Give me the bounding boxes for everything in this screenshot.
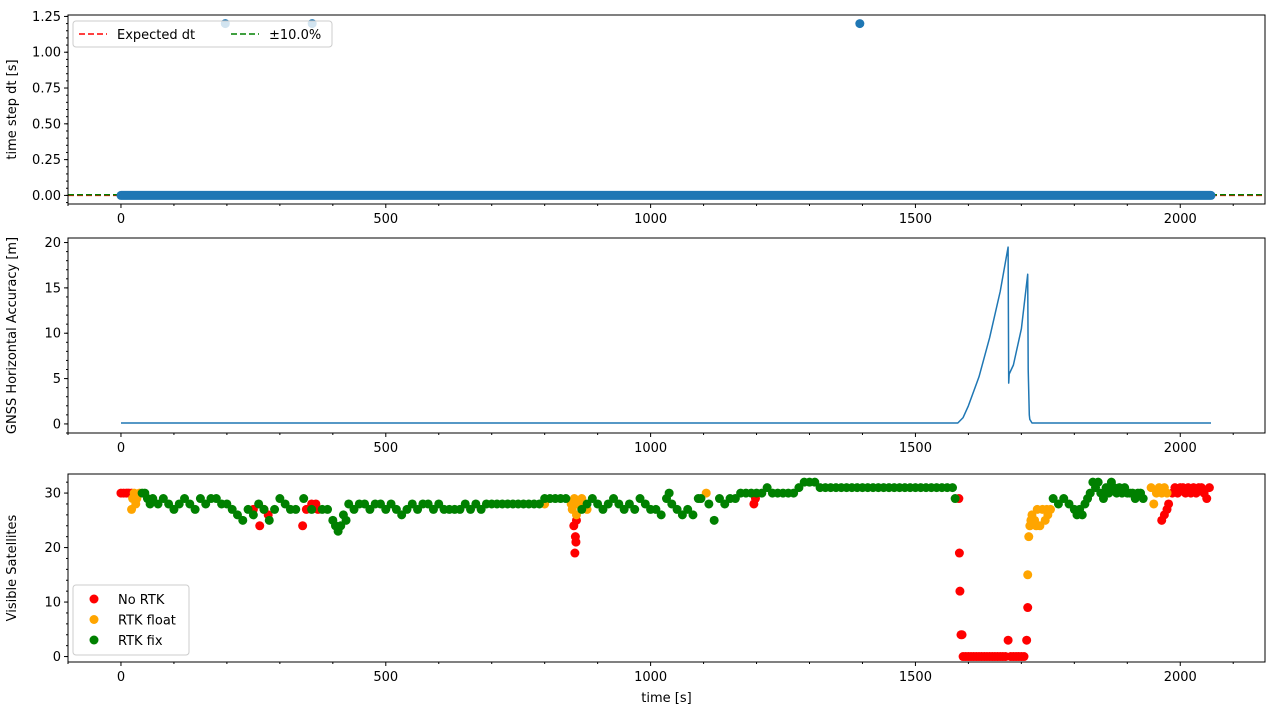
- chart-3-rtk-fix-point-28: [270, 504, 280, 514]
- chart-1-xtick-label: 1000: [634, 212, 667, 227]
- chart-3-rtk-fix-point-109: [696, 494, 706, 504]
- chart-3-no-rtk-point-56: [1164, 499, 1174, 509]
- chart-1-ytick-label: 0.00: [32, 189, 61, 204]
- chart-3-legend-label: RTK float: [118, 614, 176, 629]
- chart-3-ylabel: Visible Satellites: [5, 514, 20, 621]
- chart-3-ytick-label: 20: [44, 541, 61, 556]
- chart-3-legend-swatch: [89, 615, 99, 624]
- chart-3-rtk-float-point-34: [1149, 499, 1159, 509]
- chart-3-rtk-fix-point-157: [950, 494, 960, 504]
- chart-2-ytick-label: 20: [44, 236, 61, 251]
- chart-1-legend-label: ±10.0%: [269, 28, 321, 43]
- chart-1-ytick-label: 0.50: [32, 117, 61, 132]
- chart-3-rtk-fix-point-36: [323, 504, 333, 514]
- chart-3-no-rtk-point-50: [1019, 652, 1029, 662]
- chart-3-rtk-fix-point-42: [341, 515, 351, 525]
- chart-1-ytick-label: 0.75: [32, 82, 61, 97]
- chart-3-rtk-fix-point-84: [561, 494, 571, 504]
- chart-3-no-rtk-point-51: [1022, 635, 1032, 645]
- chart-1-ytick-label: 1.00: [32, 46, 61, 61]
- chart-3-xtick-label: 1000: [634, 670, 667, 685]
- chart-3-no-rtk-point-23: [954, 548, 964, 558]
- chart-3-rtk-fix-point-110: [704, 499, 714, 509]
- chart-3-ytick-label: 30: [44, 487, 61, 502]
- chart-3-legend-swatch: [89, 635, 99, 645]
- chart-2-plot-area: [121, 246, 1211, 424]
- chart-3-rtk-fix-point-107: [688, 510, 698, 520]
- chart-2-xtick-label: 2000: [1164, 441, 1197, 456]
- chart-3-frame: [67, 473, 1266, 663]
- chart-2-xtick-label: 500: [373, 441, 398, 456]
- chart-2-frame: [67, 237, 1266, 434]
- axes-time-step: 0 500 1000 1500 2000 0.00 0.25 0.50 0.75 1.00 1.25…: [5, 10, 1266, 227]
- chart-3-rtk-fix-point-188: [1138, 494, 1148, 504]
- axes-gnss-accuracy: 0 500 1000 1500 2000 0 5 10 15 20 GNSS Horizontal …: [5, 236, 1266, 456]
- chart-1-ylabel: time step dt [s]: [5, 59, 20, 159]
- chart-1-legend: Expected dt ±10.0%: [72, 20, 333, 48]
- axes-visible-satellites: 0 500 1000 1500 2000 0 10 20 30 Visible Satellite…: [5, 473, 1266, 706]
- chart-3-no-rtk-point-52: [1023, 603, 1033, 613]
- chart-3-legend-label: RTK fix: [118, 634, 163, 649]
- chart-3-rtk-fix-point-171: [1093, 477, 1103, 487]
- chart-3-xtick-label: 500: [373, 670, 398, 685]
- chart-3-rtk-fix-point-95: [630, 504, 640, 514]
- chart-3-no-rtk-point-44: [1003, 635, 1013, 645]
- chart-3-plot-area: [116, 477, 1214, 662]
- chart-3-rtk-fix-point-27: [264, 515, 274, 525]
- chart-1-legend-box: [72, 20, 333, 48]
- chart-1-dt-point-3: [855, 19, 865, 29]
- chart-1-legend-label: Expected dt: [117, 28, 195, 43]
- chart-3-rtk-fix-point-26: [259, 504, 269, 514]
- chart-3-xtick-label: 0: [117, 670, 125, 685]
- chart-3-rtk-float-point-19: [1023, 570, 1033, 580]
- chart-3-rtk-fix-point-24: [248, 510, 258, 520]
- chart-3-ytick-label: 0: [53, 650, 61, 665]
- chart-3-rtk-float-point-20: [1024, 532, 1034, 542]
- chart-3-rtk-fix-point-22: [238, 515, 248, 525]
- chart-1-xtick-label: 2000: [1164, 212, 1197, 227]
- chart-3-rtk-fix-point-33: [299, 494, 309, 504]
- chart-1-xtick-label: 500: [373, 212, 398, 227]
- chart-3-no-rtk-point-26: [957, 630, 967, 640]
- chart-3-legend-swatch: [89, 594, 99, 604]
- chart-2-xtick-label: 1000: [634, 441, 667, 456]
- chart-2-ytick-label: 0: [53, 417, 61, 432]
- chart-3-rtk-float-point-32: [1045, 504, 1055, 514]
- chart-3-no-rtk-point-24: [955, 586, 965, 596]
- chart-3-rtk-fix-point-34: [307, 504, 317, 514]
- chart-2-ylabel: GNSS Horizontal Accuracy [m]: [5, 237, 20, 434]
- chart-2-ytick-label: 5: [53, 372, 61, 387]
- chart-3-no-rtk-point-10: [298, 521, 308, 531]
- chart-3-no-rtk-point-16: [570, 548, 580, 558]
- chart-3-rtk-fix-point-32: [291, 504, 301, 514]
- chart-3-no-rtk-point-71: [1204, 483, 1214, 493]
- chart-1-xtick-label: 0: [117, 212, 125, 227]
- chart-3-legend: No RTK RTK float RTK fix: [72, 584, 190, 656]
- chart-3-rtk-fix-point-13: [190, 504, 200, 514]
- chart-3-ytick-label: 10: [44, 596, 61, 611]
- chart-3-no-rtk-point-7: [255, 521, 265, 531]
- chart-3-rtk-fix-point-111: [709, 515, 719, 525]
- chart-3-rtk-fix-point-102: [664, 488, 674, 498]
- chart-3-xlabel: time [s]: [641, 691, 691, 706]
- chart-1-ytick-label: 0.25: [32, 153, 61, 168]
- chart-3-rtk-fix-point-156: [948, 483, 958, 493]
- chart-3-legend-label: No RTK: [118, 593, 165, 608]
- chart-3-xtick-label: 2000: [1164, 670, 1197, 685]
- chart-2-ytick-label: 10: [44, 327, 61, 342]
- chart-3-legend-box: [72, 584, 190, 656]
- chart-1-ytick-label: 1.25: [32, 10, 61, 25]
- chart-2-accuracy-line: [121, 246, 1211, 424]
- chart-3-rtk-float-point-39: [1162, 488, 1172, 498]
- chart-3-no-rtk-point-70: [1202, 494, 1212, 504]
- chart-2-xtick-label: 0: [117, 441, 125, 456]
- chart-3-rtk-fix-point-165: [1077, 510, 1087, 520]
- chart-1-xtick-label: 1500: [899, 212, 932, 227]
- chart-3-rtk-fix-point-100: [656, 510, 666, 520]
- chart-2-xtick-label: 1500: [899, 441, 932, 456]
- chart-3-no-rtk-point-18: [571, 537, 581, 547]
- chart-2-ytick-label: 15: [44, 281, 61, 296]
- chart-3-xtick-label: 1500: [899, 670, 932, 685]
